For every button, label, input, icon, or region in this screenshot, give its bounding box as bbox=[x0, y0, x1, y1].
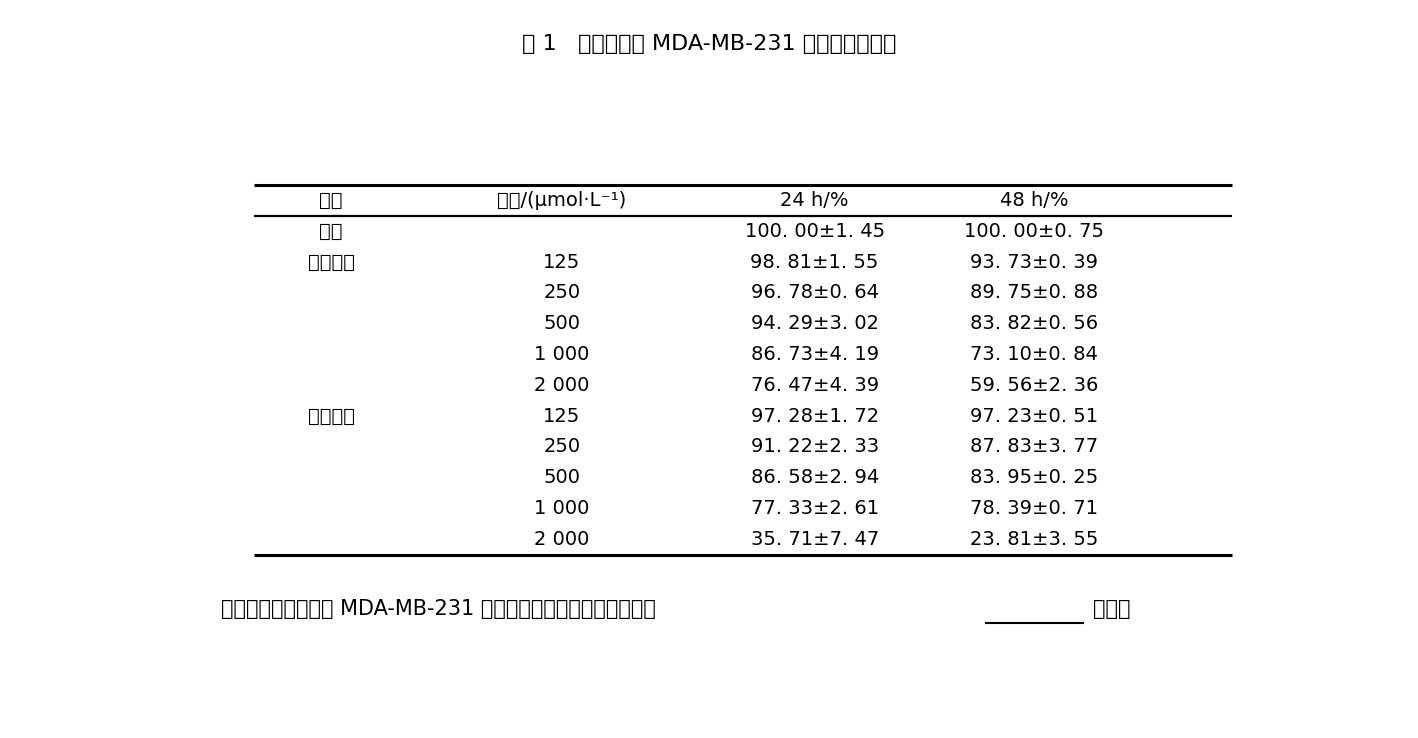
Text: 76. 47±4. 39: 76. 47±4. 39 bbox=[750, 376, 879, 395]
Text: 100. 00±1. 45: 100. 00±1. 45 bbox=[744, 222, 885, 241]
Text: 1 000: 1 000 bbox=[535, 499, 590, 518]
Text: 97. 28±1. 72: 97. 28±1. 72 bbox=[750, 407, 879, 426]
Text: 35. 71±7. 47: 35. 71±7. 47 bbox=[750, 530, 879, 548]
Text: 86. 58±2. 94: 86. 58±2. 94 bbox=[750, 468, 879, 487]
Text: 93. 73±0. 39: 93. 73±0. 39 bbox=[970, 252, 1099, 272]
Text: 100. 00±0. 75: 100. 00±0. 75 bbox=[964, 222, 1105, 241]
Text: 空白: 空白 bbox=[319, 222, 343, 241]
Text: 1 000: 1 000 bbox=[535, 345, 590, 364]
Text: 77. 33±2. 61: 77. 33±2. 61 bbox=[750, 499, 879, 518]
Text: 97. 23±0. 51: 97. 23±0. 51 bbox=[970, 407, 1099, 426]
Text: 莪术二酮: 莪术二酮 bbox=[308, 407, 354, 426]
Text: 78. 39±0. 71: 78. 39±0. 71 bbox=[970, 499, 1099, 518]
Text: 表 1   莪术二酮对 MDA-MB-231 细胞增殖的影响: 表 1 莪术二酮对 MDA-MB-231 细胞增殖的影响 bbox=[522, 34, 896, 55]
Text: 250: 250 bbox=[543, 438, 580, 456]
Text: 96. 78±0. 64: 96. 78±0. 64 bbox=[750, 283, 879, 303]
Text: 91. 22±2. 33: 91. 22±2. 33 bbox=[750, 438, 879, 456]
Text: 73. 10±0. 84: 73. 10±0. 84 bbox=[970, 345, 1099, 364]
Text: 125: 125 bbox=[543, 252, 580, 272]
Text: 浓度/(μmol·L⁻¹): 浓度/(μmol·L⁻¹) bbox=[498, 191, 627, 210]
Text: 87. 83±3. 77: 87. 83±3. 77 bbox=[970, 438, 1099, 456]
Text: 作用。: 作用。 bbox=[1093, 599, 1130, 618]
Text: 500: 500 bbox=[543, 314, 580, 333]
Text: 83. 82±0. 56: 83. 82±0. 56 bbox=[970, 314, 1099, 333]
Text: 23. 81±3. 55: 23. 81±3. 55 bbox=[970, 530, 1099, 548]
Text: 结果显示莪术二酮对 MDA-MB-231 细胞增殖具有与卡培他滨相似的: 结果显示莪术二酮对 MDA-MB-231 细胞增殖具有与卡培他滨相似的 bbox=[221, 599, 657, 618]
Text: 86. 73±4. 19: 86. 73±4. 19 bbox=[750, 345, 879, 364]
Text: 94. 29±3. 02: 94. 29±3. 02 bbox=[750, 314, 879, 333]
Text: 2 000: 2 000 bbox=[535, 530, 590, 548]
Text: 500: 500 bbox=[543, 468, 580, 487]
Text: 83. 95±0. 25: 83. 95±0. 25 bbox=[970, 468, 1099, 487]
Text: 卡培他滨: 卡培他滨 bbox=[308, 252, 354, 272]
Text: 98. 81±1. 55: 98. 81±1. 55 bbox=[750, 252, 879, 272]
Text: 125: 125 bbox=[543, 407, 580, 426]
Text: 250: 250 bbox=[543, 283, 580, 303]
Text: 2 000: 2 000 bbox=[535, 376, 590, 395]
Text: 59. 56±2. 36: 59. 56±2. 36 bbox=[970, 376, 1099, 395]
Text: 89. 75±0. 88: 89. 75±0. 88 bbox=[970, 283, 1099, 303]
Text: 组别: 组别 bbox=[319, 191, 343, 210]
Text: 24 h/%: 24 h/% bbox=[780, 191, 849, 210]
Text: 48 h/%: 48 h/% bbox=[1000, 191, 1069, 210]
